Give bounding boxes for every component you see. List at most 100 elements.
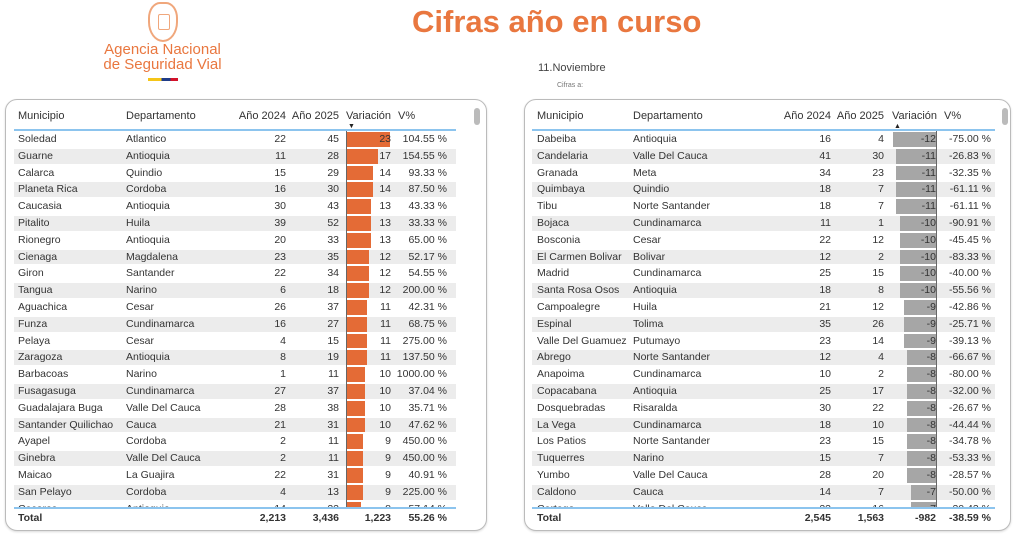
row-background (14, 484, 456, 500)
column-header[interactable]: Municipio (537, 110, 584, 122)
variation-bar (346, 249, 369, 265)
table-row[interactable]: Yumbo Valle Del Cauca 28 20 -8 -28.57 % (532, 467, 995, 484)
year-2024-cell: 11 (275, 149, 286, 162)
column-header[interactable]: Año 2024 (783, 110, 831, 122)
sort-ascending-icon[interactable]: ▲ (894, 123, 901, 130)
table-row[interactable]: Ayapel Cordoba 2 11 9 450.00 % (14, 433, 456, 450)
table-row[interactable]: Tangua Narino 6 18 12 200.00 % (14, 282, 456, 299)
pct-cell: 52.17 % (408, 250, 447, 263)
column-header[interactable]: V% (398, 110, 416, 122)
table-row[interactable]: Tibu Norte Santander 18 7 -11 -61.11 % (532, 198, 995, 215)
column-header[interactable]: Municipio (18, 110, 65, 122)
table-row[interactable]: Cartago Valle Del Cauca 2316 -7-30.43 % (532, 501, 995, 508)
column-header[interactable]: Año 2025 (291, 110, 339, 122)
row-background (532, 316, 995, 332)
pct-cell: 42.31 % (408, 300, 447, 313)
table-row[interactable]: Santa Rosa Osos Antioquia 18 8 -10 -55.56 % (532, 282, 995, 299)
variation-value: 14 (379, 166, 391, 179)
table-row[interactable]: La Vega Cundinamarca 18 10 -8 -44.44 % (532, 417, 995, 434)
row-background (532, 383, 995, 399)
table-row[interactable]: Bojaca Cundinamarca 11 1 -10 -90.91 % (532, 215, 995, 232)
table-row[interactable]: Calarca Quindio 15 29 14 93.33 % (14, 165, 456, 182)
table-row[interactable]: Caldono Cauca 14 7 -7 -50.00 % (532, 484, 995, 501)
table-row[interactable]: Santander Quilichao Cauca 21 31 10 47.62 % (14, 417, 456, 434)
column-header[interactable]: V% (944, 110, 962, 122)
table-row[interactable]: Caucasia Antioquia 30 43 13 43.33 % (14, 198, 456, 215)
scrollbar-thumb[interactable] (1002, 108, 1008, 125)
table-row[interactable]: El Carmen Bolivar Bolivar 12 2 -10 -83.33 % (532, 249, 995, 266)
year-2024-cell: 20 (274, 233, 286, 246)
column-header[interactable]: Año 2025 (836, 110, 884, 122)
table-row[interactable]: Planeta Rica Cordoba 16 30 14 87.50 % (14, 181, 456, 198)
pct-cell: -30.43 % (931, 501, 991, 508)
table-row[interactable]: Anapoima Cundinamarca 10 2 -8 -80.00 % (532, 366, 995, 383)
table-row[interactable]: Los Patios Norte Santander 23 15 -8 -34.78 % (532, 433, 995, 450)
table-row[interactable]: Guadalajara Buga Valle Del Cauca 28 38 10 35.… (14, 400, 456, 417)
table-row[interactable]: Fusagasuga Cundinamarca 27 37 10 37.04 % (14, 383, 456, 400)
table-row[interactable]: Funza Cundinamarca 16 27 11 68.75 % (14, 316, 456, 333)
variation-value: -8 (926, 452, 936, 465)
year-2025-cell: 8 (878, 284, 884, 297)
pct-cell: -34.78 % (948, 435, 991, 448)
variation-bar (346, 316, 367, 332)
variation-value: -8 (926, 368, 936, 381)
table-row[interactable]: Granada Meta 34 23 -11 -32.35 % (532, 165, 995, 182)
departamento-cell: Antioquia (633, 284, 677, 297)
table-row[interactable]: Copacabana Antioquia 25 17 -8 -32.00 % (532, 383, 995, 400)
municipio-cell: Maicao (18, 468, 52, 481)
table-row[interactable]: Quimbaya Quindio 18 7 -11 -61.11 % (532, 181, 995, 198)
year-2025-cell: 37 (327, 384, 339, 397)
table-row[interactable]: Zaragoza Antioquia 8 19 11 137.50 % (14, 349, 456, 366)
table-row[interactable]: Barbacoas Narino 1 11 10 1000.00 % (14, 366, 456, 383)
municipio-cell: Santander Quilichao (18, 418, 114, 431)
table-row[interactable]: Abrego Norte Santander 12 4 -8 -66.67 % (532, 349, 995, 366)
departamento-cell: Tolima (633, 317, 664, 330)
table-row[interactable]: Aguachica Cesar 26 37 11 42.31 % (14, 299, 456, 316)
year-2025-cell: 4 (878, 351, 884, 364)
column-header[interactable]: Año 2024 (238, 110, 286, 122)
column-header[interactable]: Variación (892, 110, 938, 122)
table-row[interactable]: Giron Santander 22 34 12 54.55 % (14, 265, 456, 282)
municipio-cell: Yumbo (537, 468, 570, 481)
table-row[interactable]: Valle Del Guamuez Putumayo 23 14 -9 -39.13 % (532, 333, 995, 350)
pct-cell: -45.45 % (948, 233, 991, 246)
variation-bar (907, 400, 936, 416)
table-row[interactable]: Ginebra Valle Del Cauca 2 11 9 450.00 % (14, 450, 456, 467)
table-row[interactable]: Tuquerres Narino 15 7 -8 -53.33 % (532, 450, 995, 467)
variation-value: -8 (926, 418, 936, 431)
departamento-cell: Cesar (126, 334, 155, 347)
table-row[interactable]: Bosconia Cesar 22 12 -10 -45.45 % (532, 232, 995, 249)
column-header[interactable]: Departamento (126, 110, 196, 122)
pct-cell: 450.00 % (402, 435, 447, 448)
variation-bar (346, 417, 365, 433)
year-2025-cell: 7 (878, 183, 884, 196)
table-row[interactable]: Campoalegre Huila 21 12 -9 -42.86 % (532, 299, 995, 316)
sort-descending-icon[interactable]: ▼ (348, 123, 355, 130)
table-row[interactable]: Maicao La Guajira 22 31 9 40.91 % (14, 467, 456, 484)
variation-value: 9 (385, 435, 391, 448)
table-row[interactable]: Madrid Cundinamarca 25 15 -10 -40.00 % (532, 265, 995, 282)
table-row[interactable]: Rionegro Antioquia 20 33 13 65.00 % (14, 232, 456, 249)
scrollbar-thumb[interactable] (474, 108, 480, 125)
pct-cell: 40.91 % (408, 468, 447, 481)
table-row[interactable]: San Pelayo Cordoba 4 13 9 225.00 % (14, 484, 456, 501)
table-row[interactable]: Pitalito Huila 39 52 13 33.33 % (14, 215, 456, 232)
table-row[interactable]: Soledad Atlantico 22 45 23 104.55 % (14, 131, 456, 148)
year-2024-cell: 15 (819, 452, 831, 465)
departamento-cell: Cundinamarca (633, 418, 702, 431)
table-row[interactable]: Dabeiba Antioquia 16 4 -12 -75.00 % (532, 131, 995, 148)
table-body: Dabeiba Antioquia 16 4 -12 -75.00 % Candelaria… (532, 131, 995, 508)
table-row[interactable]: Guarne Antioquia 11 28 17 154.55 % (14, 148, 456, 165)
table-row[interactable]: Caceres Antioquia 1422 857.14 % (14, 501, 456, 508)
table-row[interactable]: Dosquebradas Risaralda 30 22 -8 -26.67 % (532, 400, 995, 417)
table-row[interactable]: Pelaya Cesar 4 15 11 275.00 % (14, 333, 456, 350)
variation-bar (896, 148, 936, 164)
column-header[interactable]: Variación (346, 110, 392, 122)
year-2025-cell: 14 (872, 334, 884, 347)
column-header[interactable]: Departamento (633, 110, 703, 122)
row-background (14, 417, 456, 433)
table-row[interactable]: Espinal Tolima 35 26 -9 -25.71 % (532, 316, 995, 333)
table-row[interactable]: Candelaria Valle Del Cauca 41 30 -11 -26.83 % (532, 148, 995, 165)
table-row[interactable]: Cienaga Magdalena 23 35 12 52.17 % (14, 249, 456, 266)
municipio-cell: Ginebra (18, 452, 56, 465)
